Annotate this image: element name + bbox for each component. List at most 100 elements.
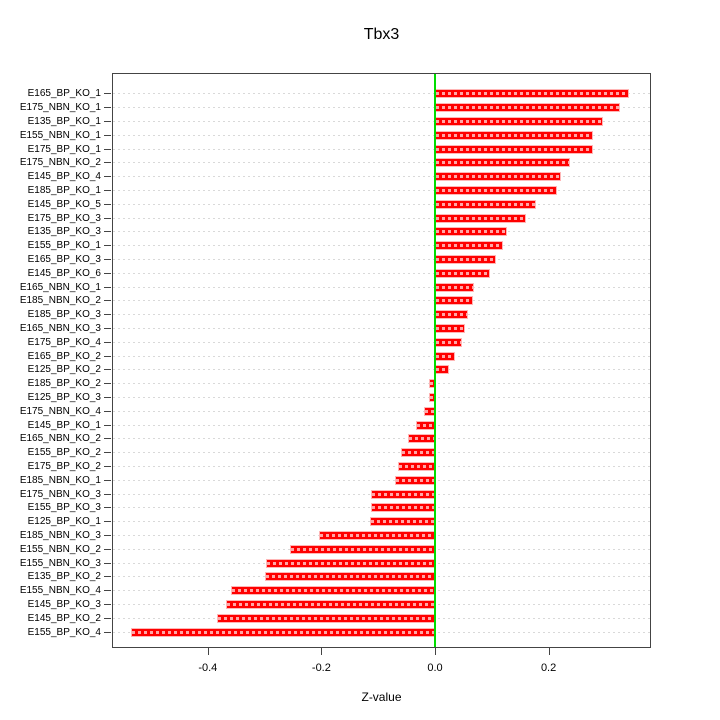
y-tick	[104, 369, 111, 371]
bar-E185_NBN_KO_2	[435, 296, 474, 306]
bar-stripe	[217, 616, 434, 620]
y-label-E155_BP_KO_1: E155_BP_KO_1	[27, 240, 101, 252]
y-tick	[104, 134, 111, 136]
row-gridline	[113, 452, 650, 454]
bar-stripe	[290, 547, 434, 551]
y-label-E165_BP_KO_2: E165_BP_KO_2	[27, 350, 101, 362]
row-gridline	[113, 93, 650, 95]
bar-E165_BP_KO_2	[435, 351, 456, 361]
bar-stripe	[408, 437, 434, 441]
bar-stripe	[436, 354, 455, 358]
bar-stripe	[436, 188, 557, 192]
y-label-E175_NBN_KO_2: E175_NBN_KO_2	[19, 157, 101, 169]
y-label-E145_BP_KO_3: E145_BP_KO_3	[27, 598, 101, 610]
bar-E125_BP_KO_2	[435, 365, 449, 375]
bar-E185_BP_KO_3	[435, 310, 468, 320]
y-label-E155_NBN_KO_4: E155_NBN_KO_4	[19, 585, 101, 597]
y-tick	[104, 120, 111, 122]
bar-stripe	[429, 395, 434, 399]
y-label-E185_BP_KO_3: E185_BP_KO_3	[27, 309, 101, 321]
bar-E165_NBN_KO_2	[407, 434, 435, 444]
bar-stripe	[399, 464, 434, 468]
bar-E145_BP_KO_4	[435, 172, 562, 182]
y-tick	[104, 383, 111, 385]
bar-stripe	[371, 506, 434, 510]
bar-E185_BP_KO_1	[435, 185, 558, 195]
bar-E165_NBN_KO_1	[435, 282, 475, 292]
y-label-E125_BP_KO_3: E125_BP_KO_3	[27, 391, 101, 403]
y-tick	[104, 521, 111, 523]
row-gridline	[113, 369, 650, 371]
row-gridline	[113, 120, 650, 122]
y-tick	[104, 93, 111, 95]
y-tick	[104, 286, 111, 288]
bar-stripe	[436, 92, 628, 96]
x-tick-label-0.2: 0.2	[540, 662, 557, 674]
bar-stripe	[436, 313, 467, 317]
bar-E155_NBN_KO_2	[289, 544, 435, 554]
y-label-E165_NBN_KO_1: E165_NBN_KO_1	[19, 281, 101, 293]
y-label-E155_BP_KO_4: E155_BP_KO_4	[27, 626, 101, 638]
bar-stripe	[436, 285, 474, 289]
bar-stripe	[436, 326, 465, 330]
chart-title: Tbx3	[363, 26, 400, 43]
bar-E175_BP_KO_3	[435, 213, 526, 223]
bar-stripe	[417, 423, 434, 427]
y-tick	[104, 245, 111, 247]
y-label-E135_BP_KO_2: E135_BP_KO_2	[27, 571, 101, 583]
bar-E145_BP_KO_2	[216, 613, 435, 623]
row-gridline	[113, 314, 650, 316]
row-gridline	[113, 148, 650, 150]
y-tick	[104, 493, 111, 495]
row-gridline	[113, 479, 650, 481]
y-label-E145_BP_KO_6: E145_BP_KO_6	[27, 267, 101, 279]
y-tick	[104, 327, 111, 329]
y-tick	[104, 465, 111, 467]
bar-stripe	[319, 533, 434, 537]
y-label-E175_NBN_KO_3: E175_NBN_KO_3	[19, 488, 101, 500]
y-tick	[104, 231, 111, 233]
row-gridline	[113, 176, 650, 178]
bar-E145_BP_KO_6	[435, 268, 491, 278]
bar-stripe	[436, 133, 593, 137]
row-gridline	[113, 286, 650, 288]
y-label-E145_BP_KO_2: E145_BP_KO_2	[27, 612, 101, 624]
x-tick--0.2	[321, 648, 323, 655]
bar-E145_BP_KO_5	[435, 199, 537, 209]
bar-stripe	[436, 161, 569, 165]
y-tick	[104, 396, 111, 398]
row-gridline	[113, 272, 650, 274]
bar-E175_NBN_KO_3	[370, 489, 435, 499]
bar-stripe	[371, 492, 434, 496]
y-tick	[104, 479, 111, 481]
bar-E145_BP_KO_3	[225, 599, 435, 609]
y-tick	[104, 217, 111, 219]
y-label-E125_BP_KO_1: E125_BP_KO_1	[27, 516, 101, 528]
row-gridline	[113, 245, 650, 247]
y-tick	[104, 148, 111, 150]
y-label-E165_NBN_KO_2: E165_NBN_KO_2	[19, 433, 101, 445]
bar-E175_BP_KO_2	[398, 461, 435, 471]
y-label-E145_BP_KO_4: E145_BP_KO_4	[27, 171, 101, 183]
y-label-E155_NBN_KO_2: E155_NBN_KO_2	[19, 543, 101, 555]
y-tick	[104, 341, 111, 343]
bar-E155_NBN_KO_4	[231, 586, 435, 596]
bar-E135_BP_KO_2	[264, 572, 435, 582]
y-tick	[104, 258, 111, 260]
y-label-E185_BP_KO_2: E185_BP_KO_2	[27, 378, 101, 390]
row-gridline	[113, 424, 650, 426]
bar-E145_BP_KO_1	[416, 420, 435, 430]
y-tick	[104, 603, 111, 605]
y-label-E125_BP_KO_2: E125_BP_KO_2	[27, 364, 101, 376]
y-tick	[104, 534, 111, 536]
y-label-E135_BP_KO_3: E135_BP_KO_3	[27, 226, 101, 238]
bar-stripe	[226, 602, 434, 606]
y-label-E175_BP_KO_2: E175_BP_KO_2	[27, 460, 101, 472]
bar-E155_BP_KO_1	[435, 241, 504, 251]
row-gridline	[113, 258, 650, 260]
bar-stripe	[436, 119, 603, 123]
y-tick	[104, 314, 111, 316]
row-gridline	[113, 189, 650, 191]
bar-stripe	[436, 175, 561, 179]
y-label-E175_BP_KO_1: E175_BP_KO_1	[27, 143, 101, 155]
